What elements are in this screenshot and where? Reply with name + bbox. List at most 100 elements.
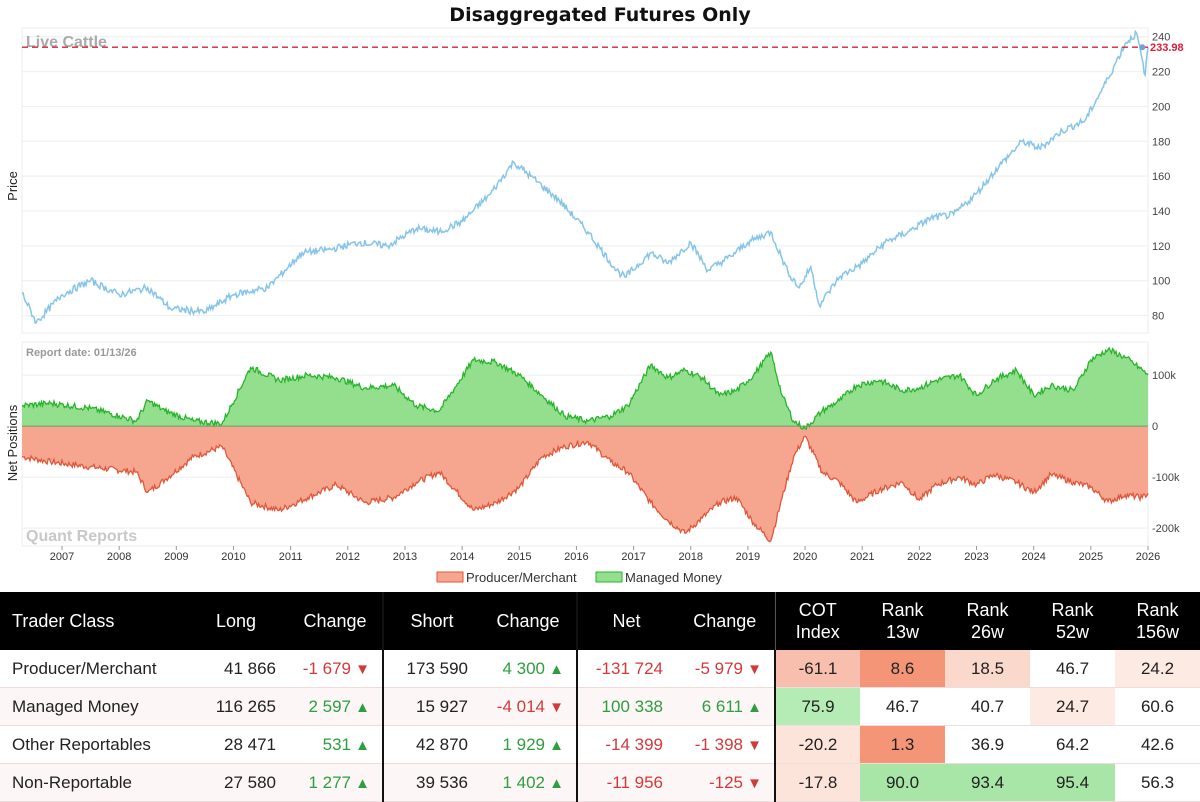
rank-52w-value: 24.7: [1055, 696, 1090, 716]
col-rank-156w: Rank 156w: [1115, 592, 1200, 650]
net-watermark: Quant Reports: [26, 528, 137, 545]
price-tick-label: 120: [1152, 241, 1170, 253]
net-change: 6 611 ▲: [675, 687, 776, 726]
col-short-change: Change: [480, 592, 578, 650]
short-change-value: 1 929: [502, 734, 545, 754]
rank-52w: 64.2: [1030, 725, 1115, 764]
x-tick-label: 2018: [678, 551, 702, 563]
short-change-value: 4 300: [502, 658, 545, 678]
rank-52w: 46.7: [1030, 650, 1115, 688]
rank-26w-value: 36.9: [970, 734, 1005, 754]
col-rank-13w-l1: Rank: [881, 600, 924, 620]
long-value: 116 265: [215, 696, 276, 716]
table-row: Managed Money 116 265 2 597 ▲ 15 927 -4 014 …: [0, 687, 1200, 726]
x-tick-label: 2012: [336, 551, 360, 563]
producer-area-line: [21, 435, 1149, 543]
col-rank-52w-l2: 52w: [1055, 622, 1090, 642]
price-watermark: Live Cattle: [26, 34, 107, 51]
trader-class: Managed Money: [0, 687, 184, 726]
rank-26w: 40.7: [945, 687, 1030, 726]
short-change: 1 929 ▲: [480, 725, 578, 764]
col-cot-index-l2: Index: [795, 622, 840, 642]
price-tick-label: 100: [1152, 276, 1170, 288]
rank-13w-value: 90.0: [885, 772, 920, 792]
cot-index-value: 75.9: [801, 696, 835, 716]
col-rank-13w-l2: 13w: [885, 622, 920, 642]
table-row: Producer/Merchant 41 866 -1 679 ▼ 173 590 4 …: [0, 650, 1200, 688]
net: -131 724: [577, 650, 675, 688]
short-change: -4 014 ▼: [480, 687, 578, 726]
rank-26w-value: 40.7: [970, 696, 1005, 716]
price-tick-label: 160: [1152, 171, 1170, 183]
triangle-down-icon: ▼: [742, 774, 762, 792]
net: -14 399: [577, 725, 675, 764]
net-tick-label: -100k: [1152, 472, 1180, 484]
short: 39 536: [383, 763, 480, 802]
legend-managed-label: Managed Money: [625, 570, 722, 585]
x-tick-label: 2010: [221, 551, 245, 563]
col-rank-52w: Rank 52w: [1030, 592, 1115, 650]
col-short: Short: [383, 592, 480, 650]
long-value: 27 580: [224, 772, 276, 792]
managed-area-line: [21, 346, 1149, 430]
x-tick-label: 2008: [107, 551, 131, 563]
x-tick-label: 2026: [1136, 551, 1160, 563]
cot-index: -20.2: [775, 725, 860, 764]
rank-156w-value: 56.3: [1140, 772, 1175, 792]
triangle-up-icon: ▲: [350, 698, 370, 716]
short-change-value: -4 014: [496, 696, 545, 716]
short-change: 4 300 ▲: [480, 650, 578, 688]
price-tick-label: 220: [1152, 67, 1170, 79]
long-change: -1 679 ▼: [288, 650, 384, 688]
net-change-value: -5 979: [694, 658, 743, 678]
cot-chart: 80 100 120 140 160 180 200 220 240 100k 0 -100k -20…: [5, 27, 1184, 585]
x-tick-label: 2023: [964, 551, 988, 563]
col-cot-index: COT Index: [775, 592, 860, 650]
triangle-up-icon: ▲: [350, 774, 370, 792]
net-tick-label: 100k: [1152, 370, 1176, 382]
triangle-down-icon: ▼: [742, 736, 762, 754]
trader-class: Other Reportables: [0, 725, 184, 764]
rank-156w-value: 24.2: [1140, 658, 1175, 678]
col-long-change: Change: [288, 592, 384, 650]
col-net-change: Change: [675, 592, 776, 650]
price-panel: [21, 27, 1149, 334]
x-tick-label: 2021: [850, 551, 874, 563]
short: 173 590: [383, 650, 480, 688]
rank-156w-value: 60.6: [1140, 696, 1175, 716]
long-value: 28 471: [224, 734, 276, 754]
long-change-value: 1 277: [308, 772, 351, 792]
rank-52w-value: 46.7: [1055, 658, 1090, 678]
triangle-up-icon: ▲: [544, 774, 564, 792]
price-ylabel: Price: [5, 171, 20, 201]
net-value: -11 956: [606, 772, 663, 792]
price-tick-label: 140: [1152, 206, 1170, 218]
rank-13w: 46.7: [860, 687, 945, 726]
cot-index-value: -17.8: [798, 772, 838, 792]
net-value: -131 724: [595, 658, 663, 678]
col-rank-13w: Rank 13w: [860, 592, 945, 650]
col-trader-class: Trader Class: [0, 592, 184, 650]
short-change: 1 402 ▲: [480, 763, 578, 802]
triangle-up-icon: ▲: [350, 736, 370, 754]
col-long: Long: [184, 592, 288, 650]
triangle-down-icon: ▼: [742, 660, 762, 678]
rank-156w: 60.6: [1115, 687, 1200, 726]
cot-index: -61.1: [775, 650, 860, 688]
triangle-up-icon: ▲: [742, 698, 762, 716]
short-value: 173 590: [406, 658, 468, 678]
net-change: -1 398 ▼: [675, 725, 776, 764]
cot-index-value: -20.2: [798, 734, 838, 754]
net-change-value: -125: [708, 772, 743, 792]
net-tick-label: -200k: [1152, 523, 1180, 535]
short-change-value: 1 402: [502, 772, 545, 792]
net-change-value: 6 611: [701, 696, 743, 716]
current-price-marker: [1139, 44, 1146, 51]
table-row: Non-Reportable 27 580 1 277 ▲ 39 536 1 402 ▲…: [0, 763, 1200, 802]
cot-index-value: -61.1: [798, 658, 838, 678]
x-tick-label: 2011: [279, 551, 303, 563]
col-rank-26w: Rank 26w: [945, 592, 1030, 650]
short-value: 39 536: [416, 772, 468, 792]
x-tick-label: 2022: [907, 551, 931, 563]
